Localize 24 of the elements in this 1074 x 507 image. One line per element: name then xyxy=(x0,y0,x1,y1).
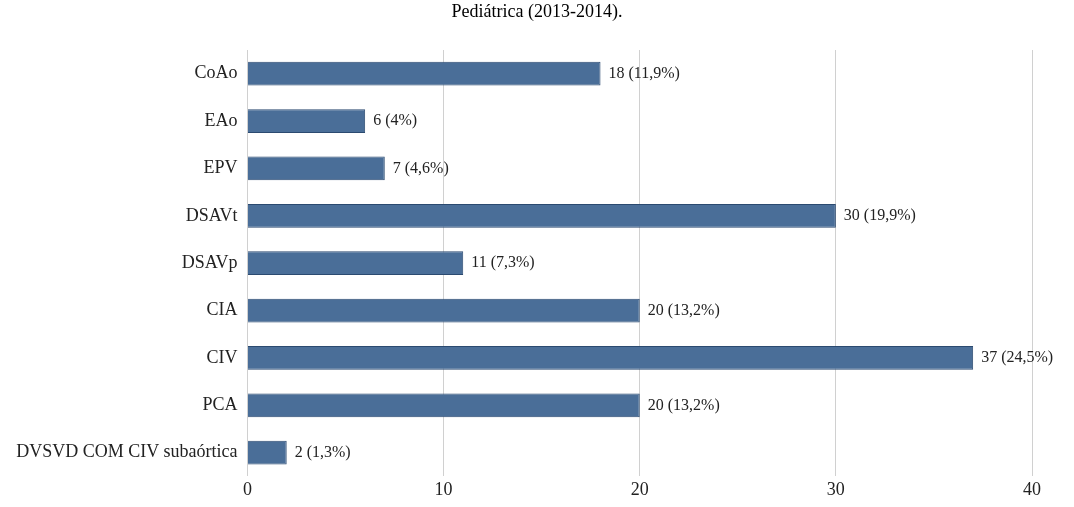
y-tick-label: DSAVp xyxy=(181,251,238,272)
chart-title: Pediátrica (2013-2014). xyxy=(450,0,624,22)
data-label: 2 (1,3%) xyxy=(294,442,351,461)
x-tick-label: 40 xyxy=(1023,478,1041,499)
data-label: 11 (7,3%) xyxy=(471,253,535,272)
x-tick-label: 30 xyxy=(826,478,845,499)
y-tick-label: DVSVD COM CIV subaórtica xyxy=(16,441,238,462)
y-tick-label: CIA xyxy=(206,299,238,320)
data-label: 37 (24,5%) xyxy=(981,348,1054,367)
y-tick-label: DSAVt xyxy=(185,204,238,225)
data-label: 7 (4,6%) xyxy=(392,158,449,177)
y-tick-label: CoAo xyxy=(194,62,238,83)
data-label: 6 (4%) xyxy=(373,111,418,130)
y-tick-label: CIV xyxy=(206,346,238,367)
x-tick-label: 20 xyxy=(630,478,649,499)
data-label: 18 (11,9%) xyxy=(608,63,680,82)
y-tick-label: PCA xyxy=(202,394,238,415)
y-tick-label: EAo xyxy=(204,109,238,130)
data-label: 20 (13,2%) xyxy=(647,300,720,319)
x-tick-label: 10 xyxy=(434,478,453,499)
data-label: 20 (13,2%) xyxy=(647,395,720,414)
y-tick-label: EPV xyxy=(203,157,238,178)
x-tick-label: 0 xyxy=(242,478,252,499)
data-label: 30 (19,9%) xyxy=(843,206,916,225)
